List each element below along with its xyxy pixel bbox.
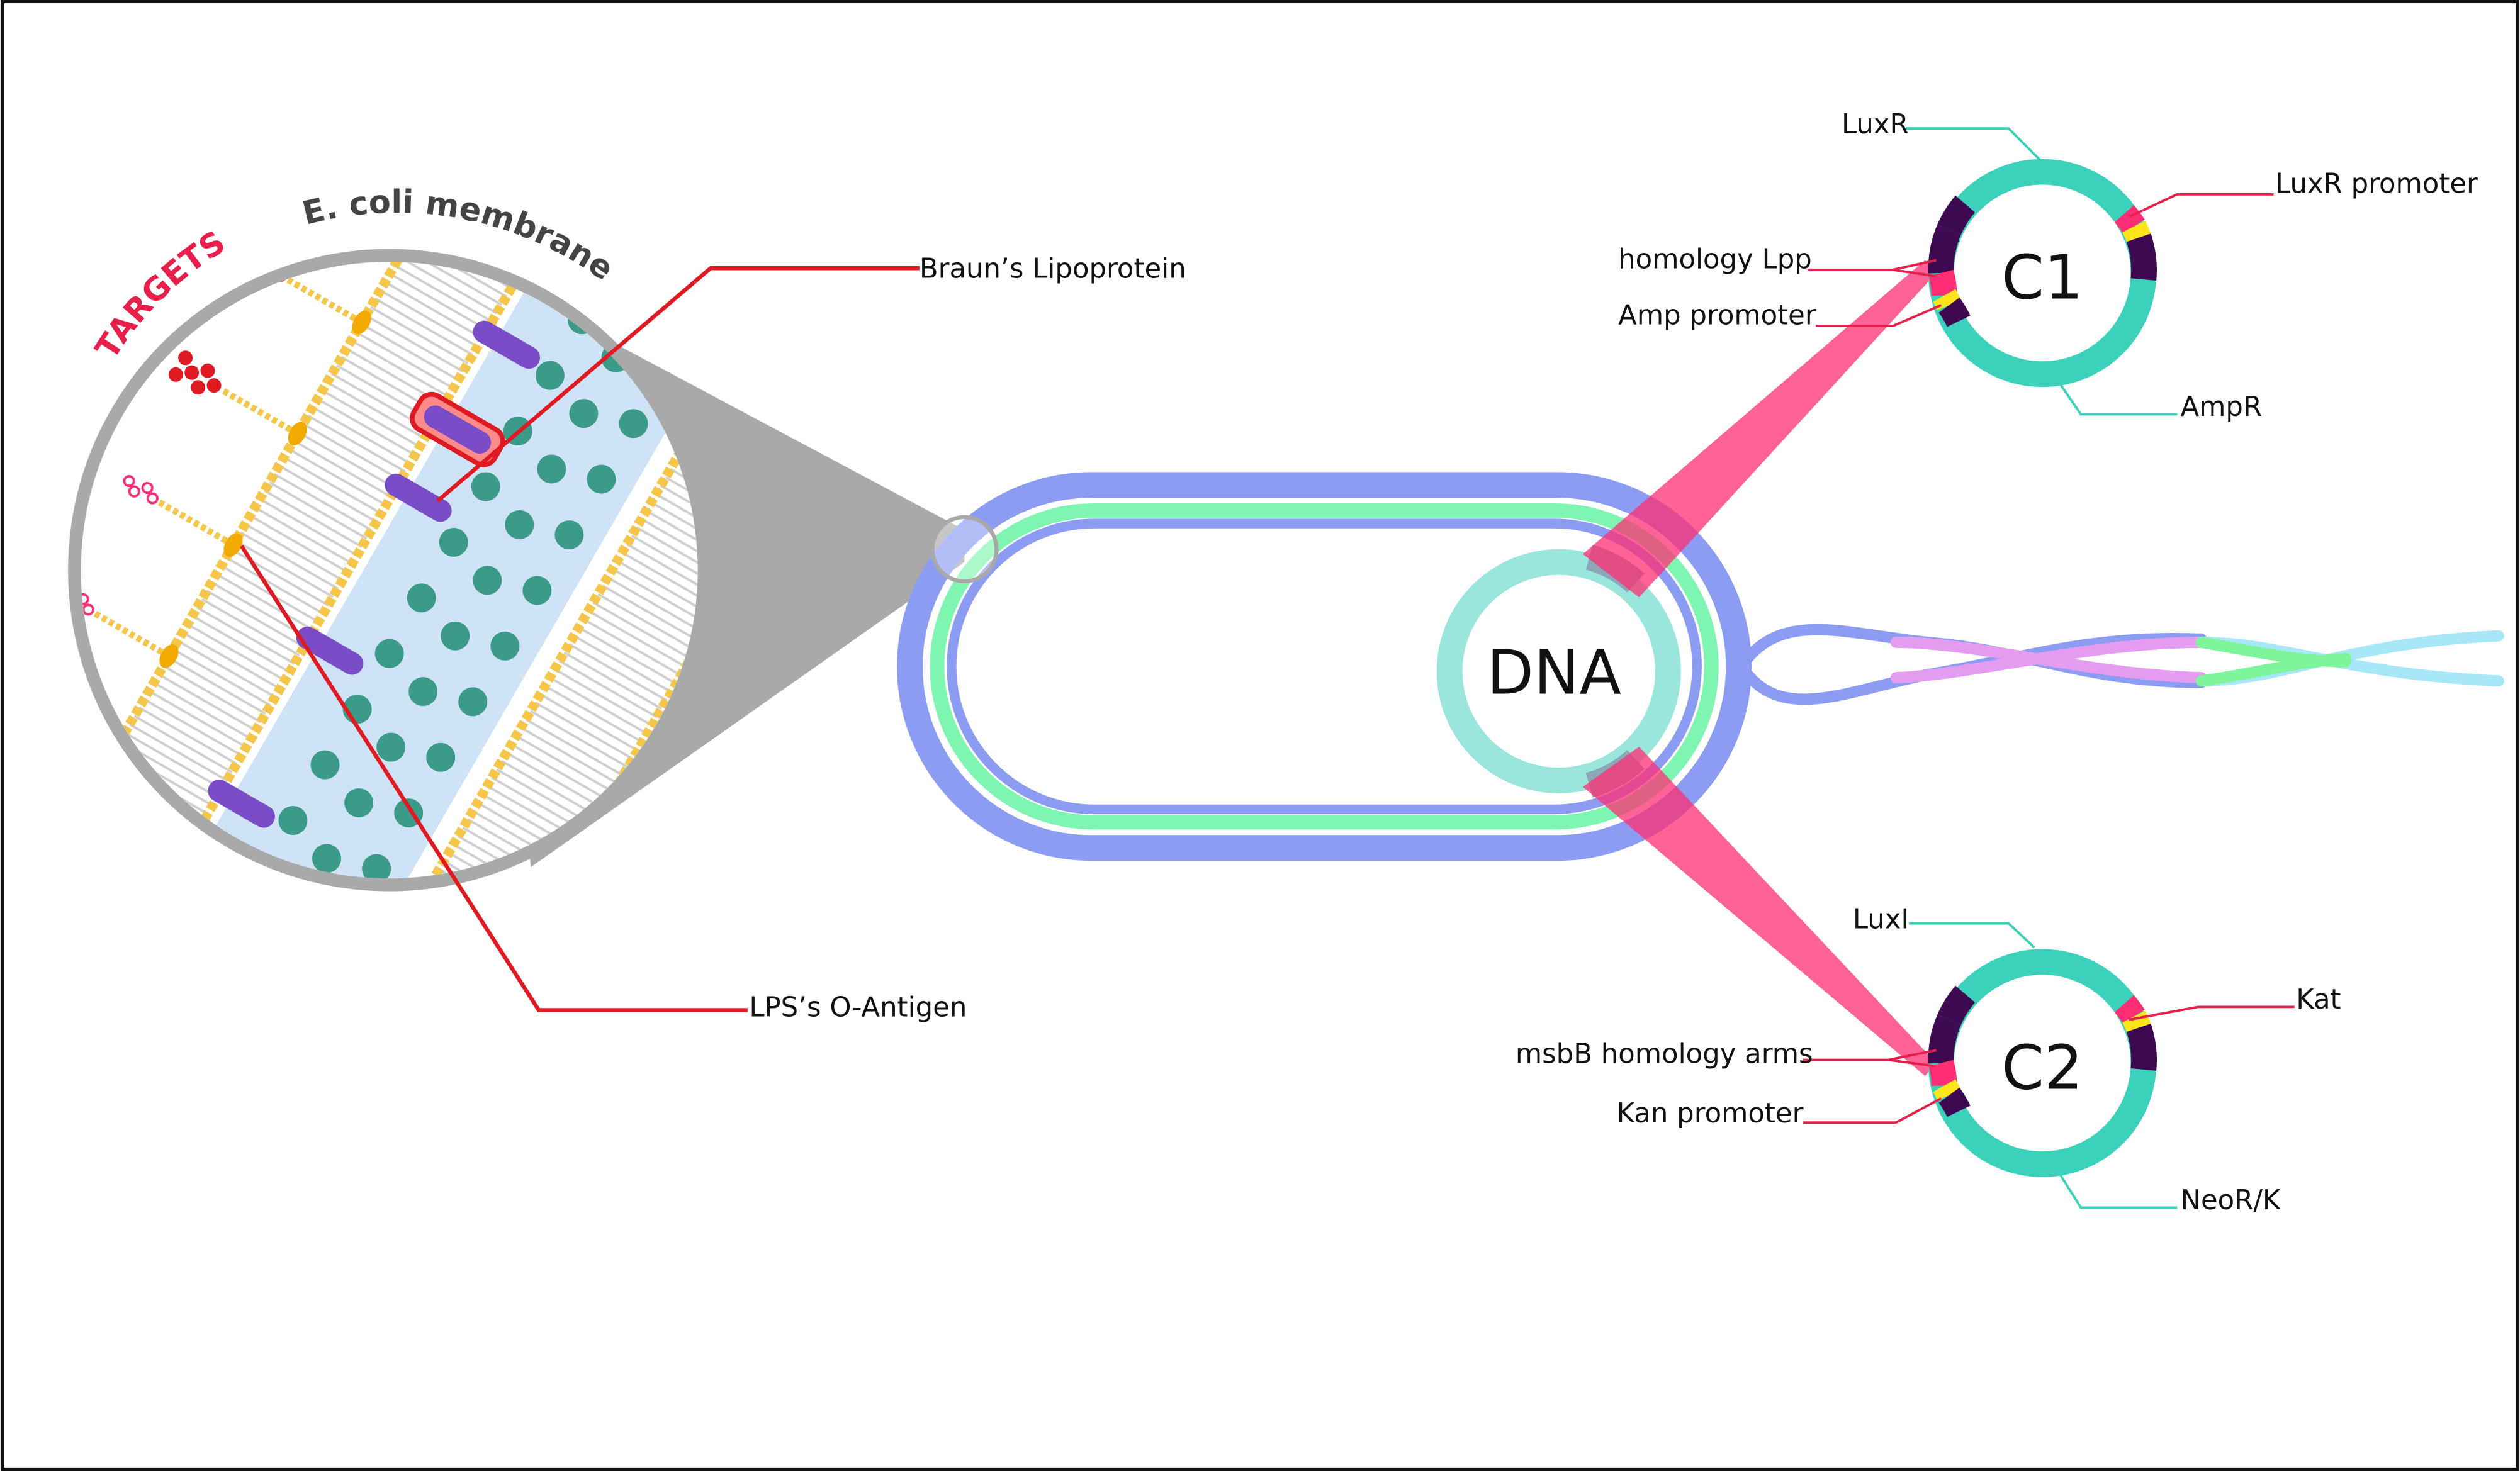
flagellum bbox=[1739, 624, 2504, 705]
lipoprotein bbox=[385, 473, 452, 522]
membrane-cross-section bbox=[81, 262, 698, 879]
inner-membrane-bilayer bbox=[327, 284, 698, 879]
lipoprotein bbox=[296, 626, 364, 675]
c2-homology bbox=[1928, 1014, 1961, 1064]
braun-lipoproteins bbox=[208, 320, 540, 828]
dna-label: DNA bbox=[1487, 637, 1621, 708]
c1-label-left1: homology Lpp bbox=[1618, 243, 1812, 275]
braun-callout-label: Braun’s Lipoprotein bbox=[920, 254, 1186, 285]
c1-label-top: LuxR bbox=[1842, 109, 1909, 140]
lipoprotein bbox=[473, 320, 540, 369]
outer-membrane-bilayer bbox=[81, 262, 580, 879]
outer-cell-wall bbox=[897, 472, 1752, 861]
target-lipoprotein bbox=[424, 405, 492, 454]
c2-projection bbox=[1583, 746, 1937, 1077]
c2-label-left1: msbB homology arms bbox=[1516, 1039, 1813, 1070]
plasmid-c1: C1 bbox=[1928, 159, 2157, 388]
plasmid-c2: C2 bbox=[1928, 949, 2157, 1177]
c1-label-bottom: AmpR bbox=[2181, 391, 2263, 423]
c2-label-bottom: NeoR/K bbox=[2181, 1185, 2281, 1216]
bacterial-cell bbox=[897, 472, 1752, 861]
c2-label-lines bbox=[1803, 922, 2295, 1209]
c2-label-right: Kat bbox=[2296, 984, 2341, 1015]
c1-label-lines bbox=[1808, 127, 2274, 416]
membrane-panel: TARGETS E. coli membrane bbox=[68, 184, 711, 892]
c2-name: C2 bbox=[2001, 1032, 2083, 1104]
c2-kat bbox=[2114, 995, 2145, 1024]
magnifier-spot bbox=[930, 515, 999, 584]
c1-homology bbox=[1928, 224, 1961, 274]
c1-projection bbox=[1583, 260, 1937, 598]
lps-callout-line bbox=[240, 545, 748, 1012]
c2-label-top: LuxI bbox=[1853, 903, 1909, 935]
braun-callout-line bbox=[436, 266, 920, 503]
inner-cell-wall bbox=[947, 518, 1702, 815]
c1-name: C1 bbox=[2001, 242, 2083, 313]
middle-cell-wall bbox=[930, 503, 1719, 830]
c1-luxr-promoter bbox=[2114, 204, 2145, 234]
inner-membrane-heads-a bbox=[323, 281, 698, 879]
chromosome: DNA bbox=[1436, 545, 1681, 798]
lps-chains bbox=[81, 275, 364, 771]
c1-label-right: LuxR promoter bbox=[2275, 168, 2478, 199]
highlighted-o-antigen bbox=[167, 349, 223, 396]
dna-ring bbox=[1436, 549, 1681, 793]
c2-label-left2: Kan promoter bbox=[1617, 1098, 1804, 1129]
inner-membrane-heads-b bbox=[420, 337, 698, 879]
lps-callout-label: LPS’s O-Antigen bbox=[749, 992, 967, 1024]
c1-label-left2: Amp promoter bbox=[1618, 300, 1816, 332]
lipoprotein bbox=[208, 780, 275, 828]
